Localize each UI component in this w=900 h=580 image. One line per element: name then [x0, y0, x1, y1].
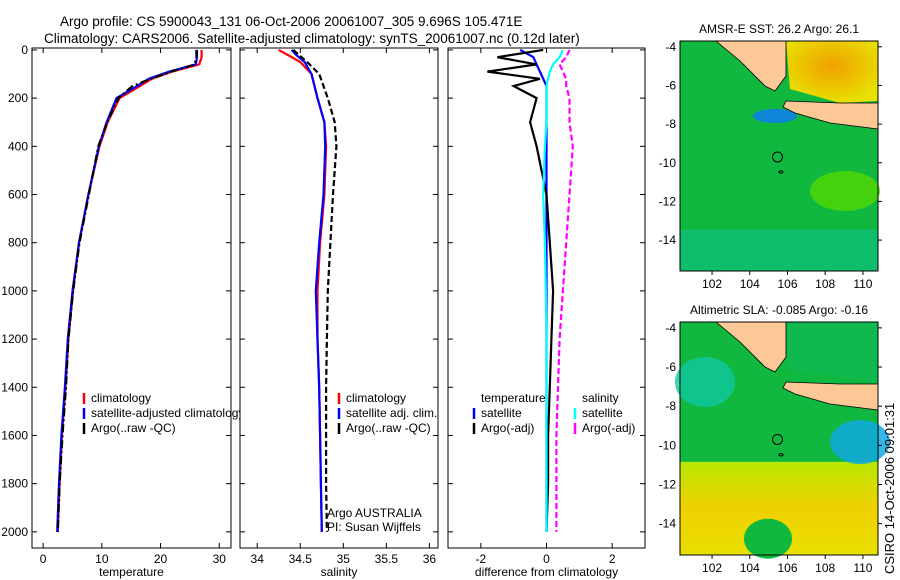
lon-tick-label: 110: [853, 561, 872, 575]
legend-label: Argo(-adj): [481, 421, 534, 435]
x-tick-label: 2: [609, 552, 616, 566]
lat-tick-label: -10: [659, 438, 677, 452]
field-patch: [680, 229, 878, 271]
map-title: Altimetric SLA: -0.085 Argo: -0.16: [690, 303, 868, 317]
series-line-argo-raw-qc-: [292, 49, 338, 532]
y-tick-label: 0: [21, 43, 28, 57]
x-tick-label: 34: [251, 552, 265, 566]
field-patch: [744, 518, 792, 559]
y-tick-label: 200: [8, 91, 28, 105]
lat-tick-label: -4: [665, 321, 676, 335]
legend-title-temperature: temperature: [481, 391, 546, 405]
argo-position-marker: [771, 151, 783, 163]
map-frame: [679, 40, 879, 272]
y-tick-label: 600: [8, 188, 28, 202]
field-patch: [753, 109, 797, 123]
legend-label: satellite-adjusted climatology: [91, 406, 244, 420]
y-tick-label: 1000: [1, 284, 28, 298]
x-tick-label: -2: [475, 552, 486, 566]
x-tick-label: 34.5: [289, 552, 313, 566]
legend-label: climatology: [91, 391, 151, 405]
field-patch: [830, 420, 890, 464]
series-line-salinity-satellite: [542, 49, 564, 532]
panel-salinity: 34 34.5 35 35.5 36 salinity climatologysatelli…: [239, 47, 439, 579]
field-patch: [786, 322, 878, 382]
lat-tick-label: -6: [665, 360, 676, 374]
lat-tick-label: -14: [659, 233, 677, 247]
x-axis-label: temperature: [99, 565, 164, 579]
field-patch: [786, 41, 878, 103]
x-tick-label: 0: [543, 552, 550, 566]
map-frame: [679, 321, 879, 556]
series-line-argo-raw-qc-: [56, 49, 198, 532]
y-tick-label: 1200: [1, 332, 28, 346]
lat-tick-label: -10: [659, 156, 677, 170]
legend-label: climatology: [346, 391, 406, 405]
lat-tick-label: -14: [659, 517, 677, 531]
annotation-text: PI: Susan Wijffels: [327, 520, 421, 534]
y-tick-label: 800: [8, 236, 28, 250]
legend-label: satellite: [582, 406, 623, 420]
lon-tick-label: 110: [853, 277, 872, 291]
x-axis-label: salinity: [321, 565, 358, 579]
y-tick-label: 1600: [1, 428, 28, 442]
map-sst: AMSR-E SST: 26.2 Argo: 26.1 -4 -6 -8 -10 -12 -…: [659, 22, 882, 291]
y-tick-label: 1400: [1, 380, 28, 394]
lat-tick-label: -6: [665, 78, 676, 92]
map-title: AMSR-E SST: 26.2 Argo: 26.1: [699, 22, 859, 36]
y-tick-label: 1800: [1, 477, 28, 491]
legend-label: satellite: [481, 406, 522, 420]
x-tick-label: 35: [337, 552, 351, 566]
lat-tick-label: -4: [665, 40, 676, 54]
legend-title-salinity: salinity: [582, 391, 619, 405]
lon-tick-label: 106: [777, 561, 797, 575]
x-axis-label: difference from climatology: [475, 565, 618, 579]
lon-tick-label: 108: [815, 561, 835, 575]
x-tick-label: 35.5: [375, 552, 399, 566]
series-line-satellite-adj-clim-: [290, 49, 327, 532]
x-tick-label: 30: [213, 552, 227, 566]
island-marker: [778, 170, 784, 174]
plot-area: [31, 47, 232, 549]
lat-tick-label: -12: [659, 478, 677, 492]
legend-label: Argo(-adj): [582, 421, 635, 435]
land-java: [782, 381, 879, 411]
x-tick-label: 0: [40, 552, 47, 566]
lon-tick-label: 102: [702, 561, 722, 575]
lon-tick-label: 108: [815, 277, 835, 291]
series-line-salinity-argo-adj-: [555, 49, 574, 532]
land-java: [782, 100, 879, 130]
lat-tick-label: -8: [665, 117, 676, 131]
timestamp: CSIRO 14-Oct-2006 09:01:31: [882, 402, 897, 574]
island-marker: [778, 453, 784, 457]
argo-position-marker: [771, 433, 783, 445]
legend-label: satellite adj. clim.: [346, 406, 437, 420]
y-tick-label: 400: [8, 139, 28, 153]
lat-tick-label: -12: [659, 194, 677, 208]
y-tick-label: 2000: [1, 525, 28, 539]
lon-tick-label: 104: [740, 561, 760, 575]
legend-label: Argo(..raw -QC): [346, 421, 431, 435]
map-sla: Altimetric SLA: -0.085 Argo: -0.16 -4 -6 -8…: [659, 303, 890, 575]
x-tick-label: 10: [95, 552, 109, 566]
figure-title-line1: Argo profile: CS 5900043_131 06-Oct-2006…: [60, 14, 523, 29]
x-tick-label: 20: [154, 552, 168, 566]
legend-label: Argo(..raw -QC): [91, 421, 176, 435]
lon-tick-label: 104: [740, 277, 760, 291]
lon-tick-label: 102: [702, 277, 722, 291]
lat-tick-label: -8: [665, 399, 676, 413]
panel-temperature: 0 10 20 30 0 200 400 600 800 1000 1200 1400 1600 1800…: [1, 43, 244, 579]
field-patch: [810, 171, 880, 211]
lon-tick-label: 106: [777, 277, 797, 291]
x-tick-label: 36: [423, 552, 437, 566]
plot-area: [239, 47, 439, 549]
series-line-temperature-argo-adj-: [487, 48, 555, 532]
annotation-text: Argo AUSTRALIA: [327, 506, 422, 520]
figure-title-line2: Climatology: CARS2006. Satellite-adjuste…: [44, 31, 580, 46]
field-patch: [675, 357, 735, 407]
